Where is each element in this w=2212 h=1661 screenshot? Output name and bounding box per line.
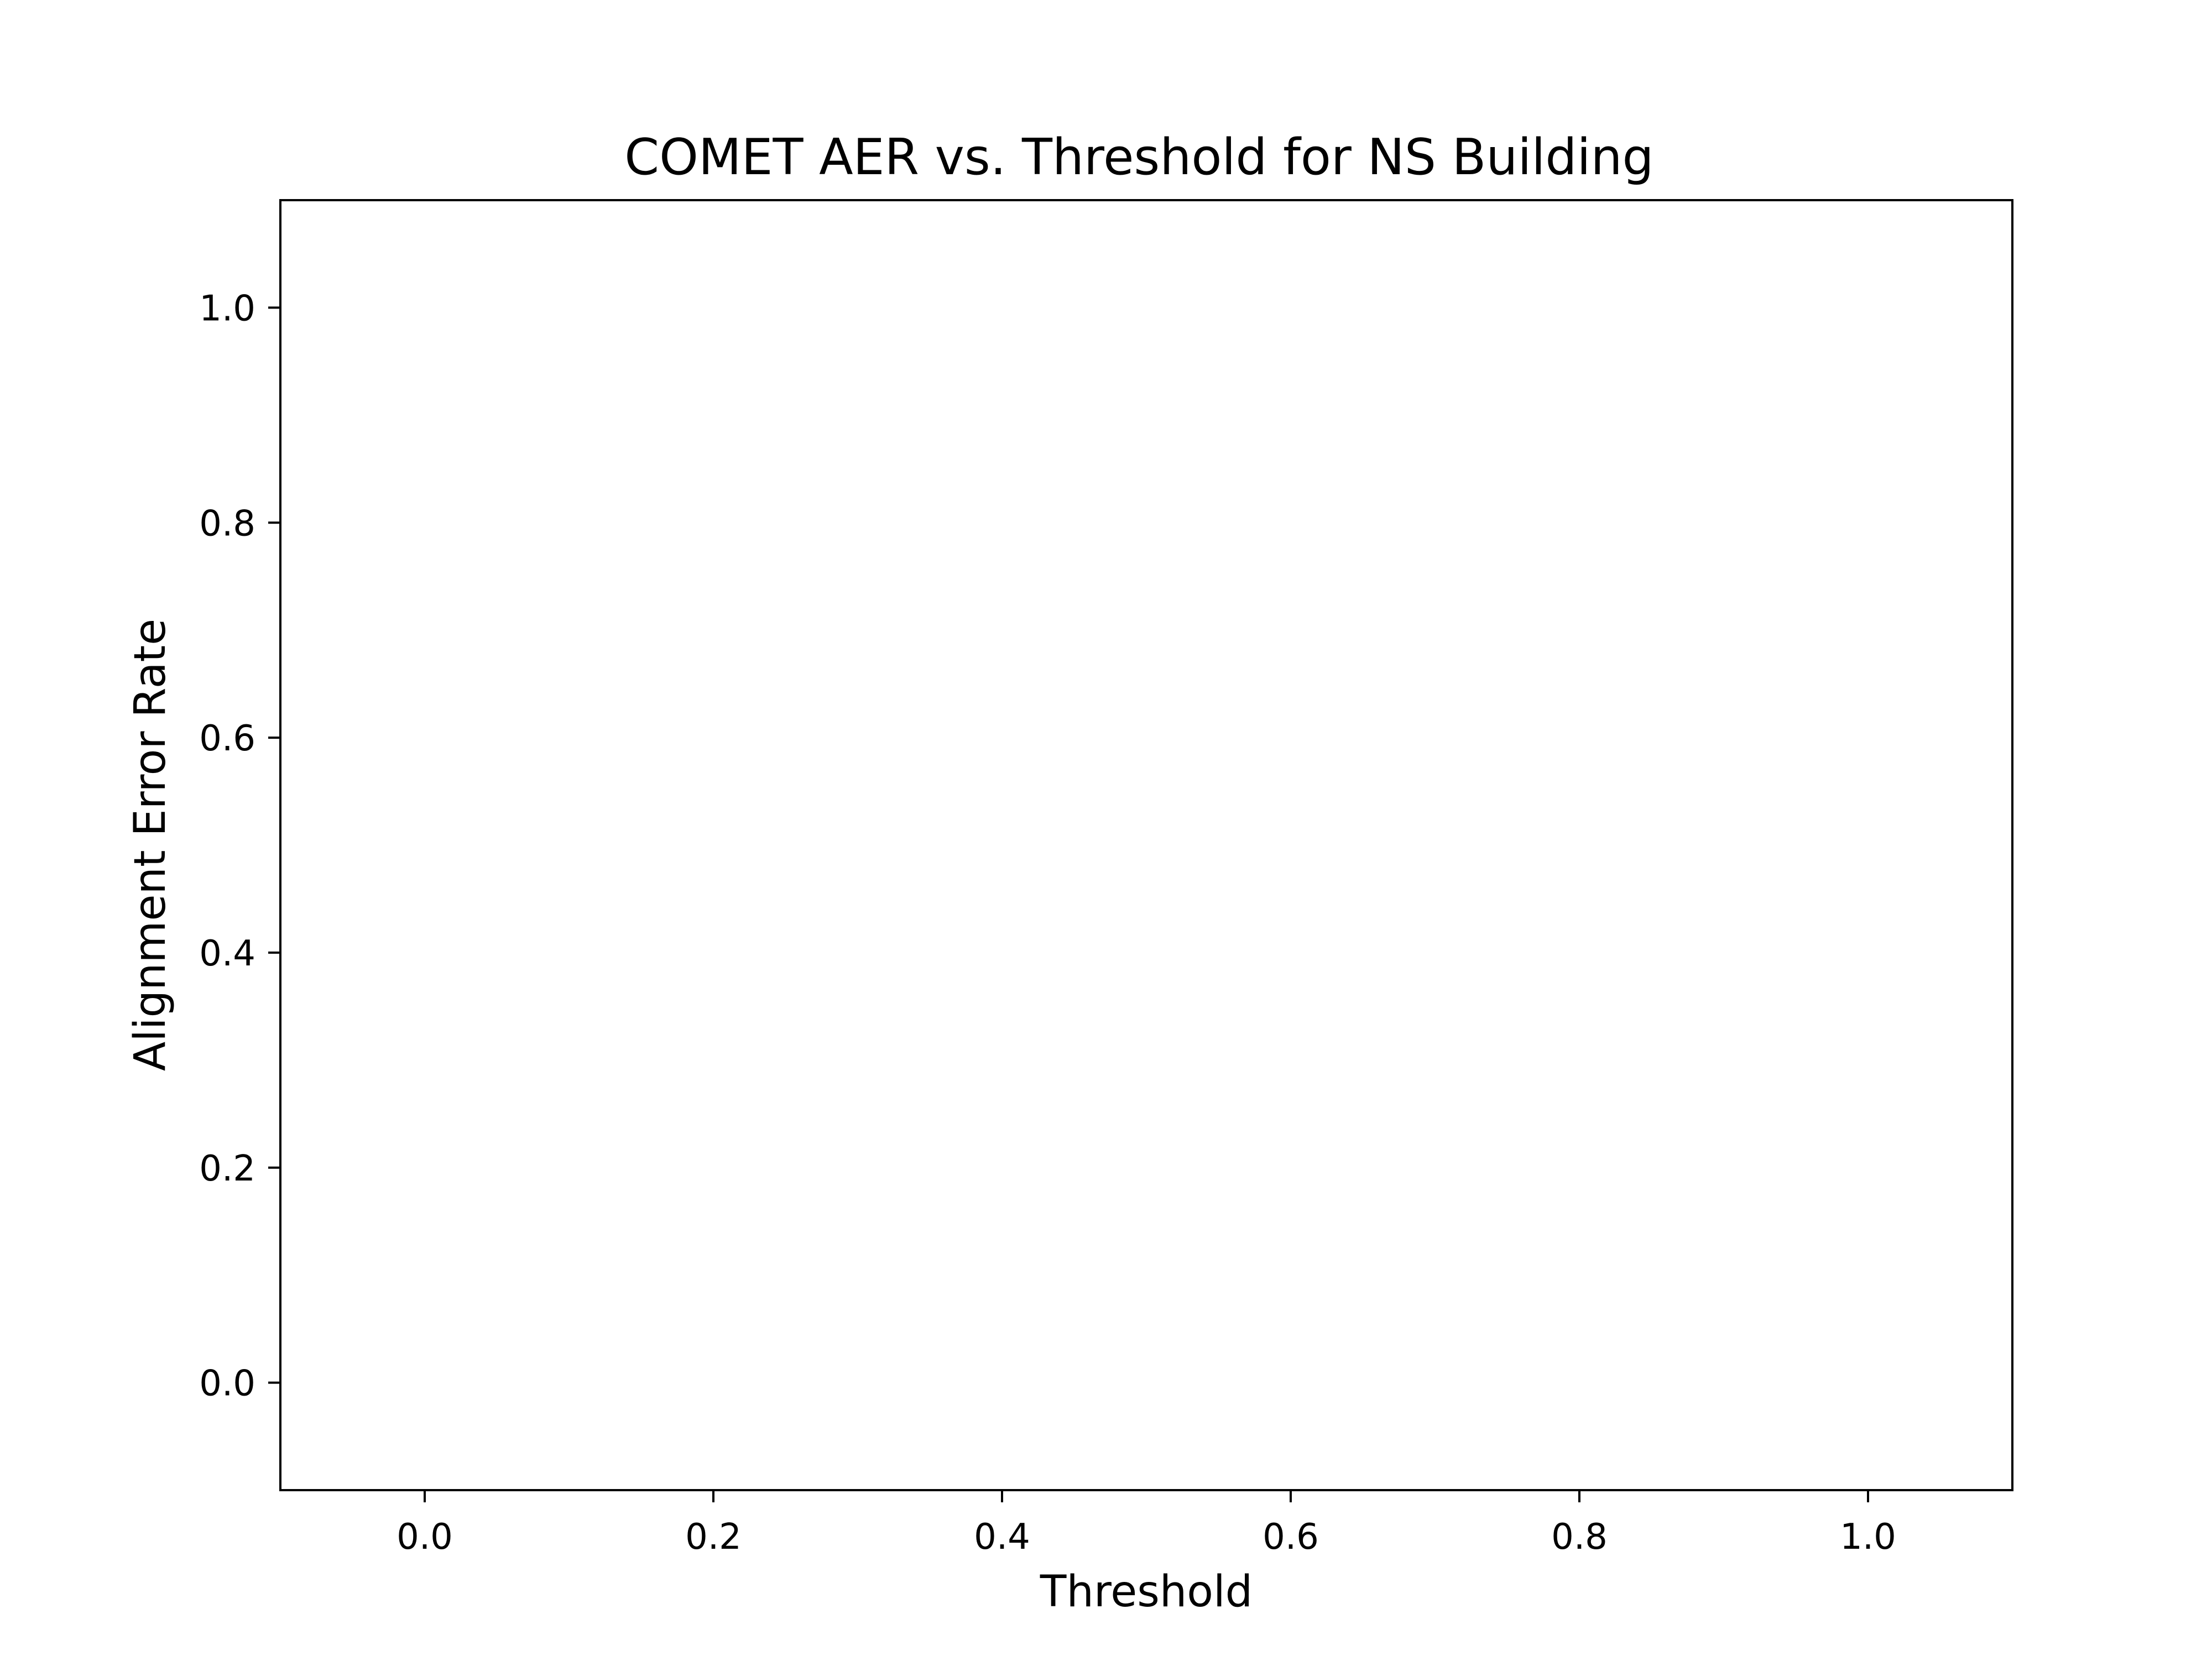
y-tick-label: 0.0 [199,1364,255,1404]
y-axis-ticks: 0.0 0.2 0.4 0.6 0.8 1.0 [199,288,280,1404]
y-tick-label: 0.8 [199,503,255,544]
y-tick-label: 0.6 [199,718,255,759]
x-axis-ticks: 0.0 0.2 0.4 0.6 0.8 1.0 [397,1490,1896,1558]
plot-area-frame [279,199,2013,1491]
x-tick-label: 0.6 [1262,1517,1319,1558]
x-tick-label: 0.4 [974,1517,1030,1558]
y-tick-label: 0.2 [199,1148,255,1189]
y-tick-label: 0.4 [199,933,255,974]
y-axis-label: Alignment Error Rate [126,619,175,1071]
x-tick-label: 0.0 [397,1517,453,1558]
y-tick-label: 1.0 [199,288,255,329]
chart-title: COMET AER vs. Threshold for NS Building [624,128,1653,186]
x-axis-label: Threshold [1040,1567,1253,1617]
x-tick-label: 1.0 [1840,1517,1896,1558]
x-tick-label: 0.8 [1551,1517,1608,1558]
x-tick-label: 0.2 [685,1517,742,1558]
